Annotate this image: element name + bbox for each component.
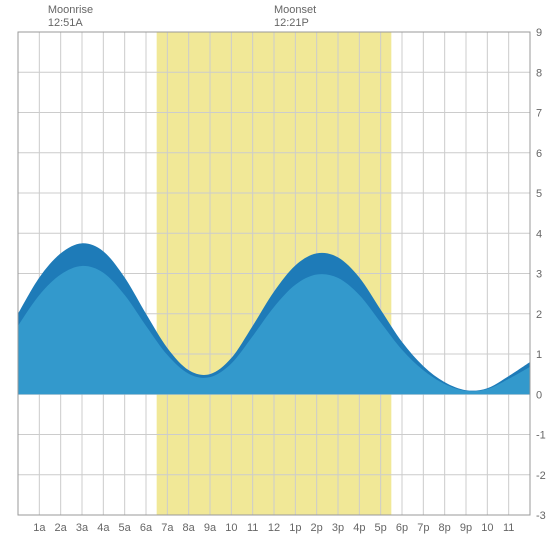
x-tick-label: 6p (396, 522, 408, 534)
x-tick-label: 4p (353, 522, 365, 534)
x-tick-label: 2a (55, 522, 68, 534)
x-tick-label: 1a (33, 522, 46, 534)
moonrise-time: 12:51A (48, 17, 93, 30)
x-tick-label: 8a (183, 522, 196, 534)
y-tick-label: -3 (536, 510, 546, 522)
moonset-label: Moonset 12:21P (274, 4, 316, 30)
x-tick-label: 3a (76, 522, 89, 534)
y-tick-label: 4 (536, 228, 542, 240)
moonset-title: Moonset (274, 4, 316, 17)
x-tick-label: 4a (97, 522, 110, 534)
x-tick-label: 5p (375, 522, 387, 534)
x-tick-label: 1p (289, 522, 301, 534)
y-tick-label: 2 (536, 309, 542, 321)
moonrise-title: Moonrise (48, 4, 93, 17)
x-tick-label: 11 (247, 522, 258, 534)
y-tick-label: -1 (536, 430, 546, 442)
x-tick-label: 12 (268, 522, 280, 534)
x-tick-label: 8p (439, 522, 451, 534)
x-tick-label: 2p (311, 522, 323, 534)
x-tick-label: 5a (119, 522, 132, 534)
x-tick-label: 6a (140, 522, 153, 534)
y-tick-label: 9 (536, 27, 542, 39)
x-tick-label: 11 (503, 522, 514, 534)
moonrise-label: Moonrise 12:51A (48, 4, 93, 30)
y-tick-label: 1 (536, 349, 542, 361)
y-tick-label: 8 (536, 67, 542, 79)
y-tick-label: -2 (536, 470, 546, 482)
chart-svg: -3-2-101234567891a2a3a4a5a6a7a8a9a101112… (0, 0, 550, 550)
moonset-time: 12:21P (274, 17, 316, 30)
x-tick-label: 3p (332, 522, 344, 534)
x-tick-label: 7a (161, 522, 174, 534)
y-tick-label: 5 (536, 188, 542, 200)
y-tick-label: 3 (536, 269, 542, 281)
x-tick-label: 9a (204, 522, 217, 534)
x-tick-label: 10 (225, 522, 237, 534)
y-tick-label: 7 (536, 108, 542, 120)
y-tick-label: 0 (536, 389, 542, 401)
y-tick-label: 6 (536, 148, 542, 160)
x-tick-label: 7p (417, 522, 429, 534)
x-tick-label: 9p (460, 522, 472, 534)
tide-chart: Moonrise 12:51A Moonset 12:21P -3-2-1012… (0, 0, 550, 550)
x-tick-label: 10 (481, 522, 493, 534)
